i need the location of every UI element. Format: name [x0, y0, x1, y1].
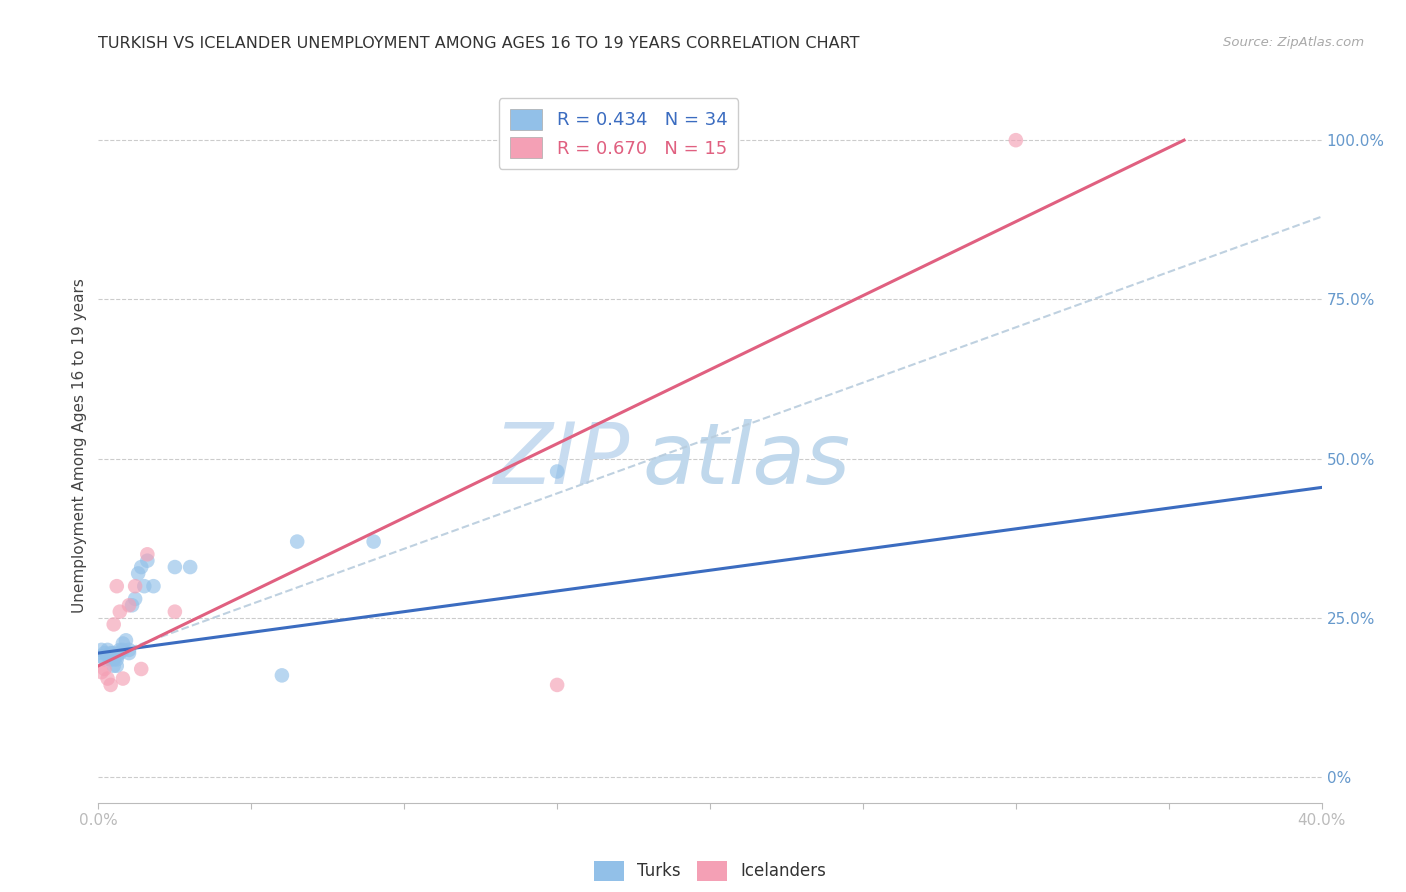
Point [124, 591, 146, 606]
Text: ZIP: ZIP [495, 418, 630, 502]
Point [111, 643, 134, 657]
Point [105, 579, 128, 593]
Point [129, 560, 152, 574]
Legend: Turks, Icelanders: Turks, Icelanders [586, 855, 834, 888]
Point [108, 646, 131, 660]
Point [100, 678, 122, 692]
Point [118, 599, 141, 613]
Text: TURKISH VS ICELANDER UNEMPLOYMENT AMONG AGES 16 TO 19 YEARS CORRELATION CHART: TURKISH VS ICELANDER UNEMPLOYMENT AMONG … [98, 36, 860, 51]
Point [100, 646, 122, 660]
Point [97, 649, 120, 664]
Point [285, 534, 308, 549]
Point [270, 668, 292, 682]
Point [111, 636, 134, 650]
Point [93, 652, 115, 666]
Point [142, 579, 165, 593]
Point [118, 643, 141, 657]
Point [100, 652, 122, 666]
Point [115, 633, 138, 648]
Point [103, 646, 125, 660]
Point [363, 534, 385, 549]
Point [163, 605, 186, 619]
Point [546, 678, 568, 692]
Point [90, 665, 112, 680]
Point [103, 617, 125, 632]
Point [108, 605, 131, 619]
Point [163, 560, 186, 574]
Point [105, 658, 128, 673]
Point [105, 652, 128, 666]
Point [111, 672, 134, 686]
Point [97, 672, 120, 686]
Point [546, 465, 568, 479]
Point [97, 643, 120, 657]
Point [1004, 133, 1026, 147]
Point [105, 649, 128, 664]
Point [90, 643, 112, 657]
Point [90, 649, 112, 664]
Point [127, 566, 149, 581]
Point [124, 579, 146, 593]
Point [93, 646, 115, 660]
Point [93, 662, 115, 676]
Point [179, 560, 201, 574]
Point [108, 643, 131, 657]
Point [103, 652, 125, 666]
Text: Source: ZipAtlas.com: Source: ZipAtlas.com [1223, 36, 1364, 49]
Y-axis label: Unemployment Among Ages 16 to 19 years: Unemployment Among Ages 16 to 19 years [72, 278, 87, 614]
Point [118, 646, 141, 660]
Point [129, 662, 152, 676]
Text: atlas: atlas [643, 418, 851, 502]
Point [134, 579, 156, 593]
Point [121, 599, 143, 613]
Point [136, 554, 159, 568]
Point [103, 658, 125, 673]
Point [136, 547, 159, 561]
